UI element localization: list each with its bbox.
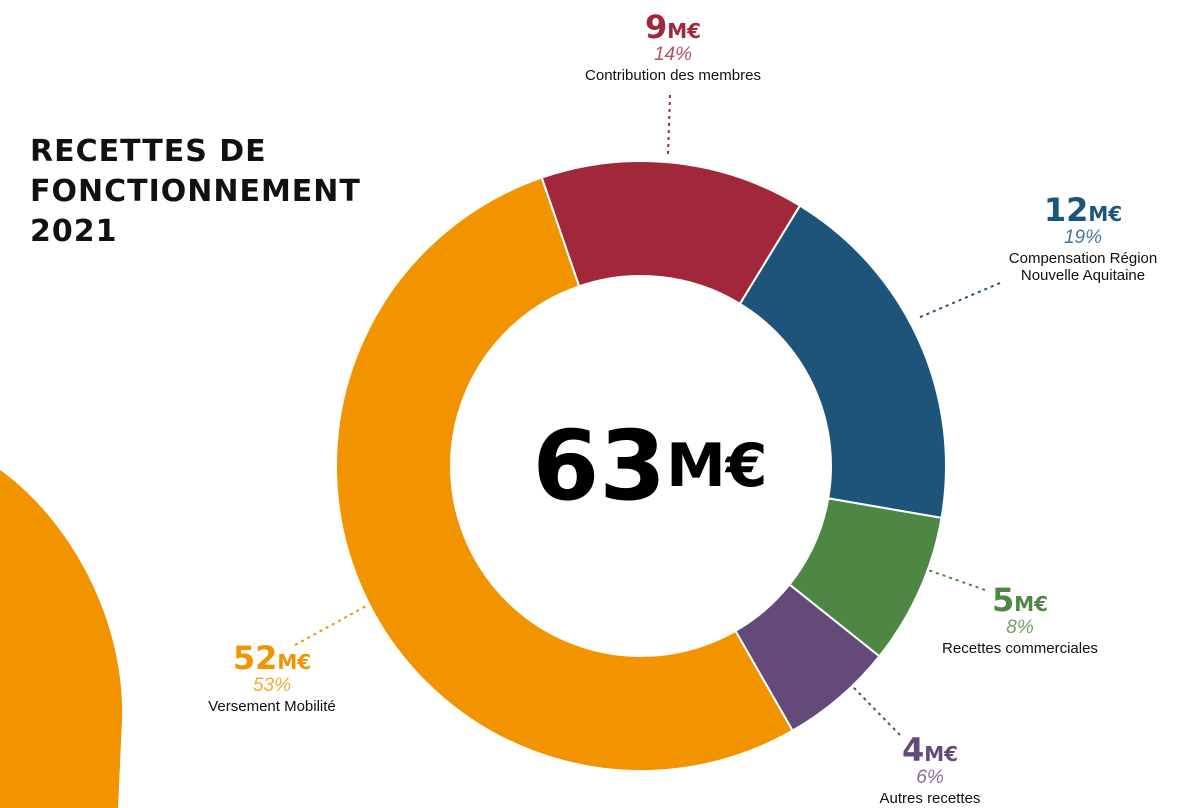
percent-label: 6%: [916, 767, 944, 789]
amount-value: 9: [644, 8, 668, 46]
chart-title: RECETTES DE FONCTIONNEMENT 2021: [30, 132, 361, 252]
amount-value: 5: [991, 581, 1015, 619]
amount-label: 4M€: [830, 731, 1030, 769]
category-label: Autres recettes: [879, 790, 981, 808]
center-total: 63M€: [532, 410, 767, 522]
amount-label: 12M€: [983, 191, 1183, 229]
slice-label: 12M€ 19% Compensation Région Nouvelle Aqui…: [983, 191, 1183, 284]
slice-label: 52M€ 53% Versement Mobilité: [152, 639, 392, 716]
slice-label: 4M€ 6% Autres recettes: [830, 731, 1030, 808]
amount-unit: M€: [1088, 202, 1123, 226]
title-line: FONCTIONNEMENT: [30, 174, 361, 209]
donut-slice: [334, 176, 794, 772]
amount-value: 52: [232, 639, 278, 677]
slice-label: 5M€ 8% Recettes commerciales: [890, 581, 1150, 658]
amount-unit: M€: [277, 650, 312, 674]
percent-label: 14%: [653, 44, 693, 66]
leader-line: [667, 94, 671, 156]
donut-slice: [738, 204, 947, 520]
leader-line: [927, 569, 986, 591]
amount-unit: M€: [1014, 592, 1049, 616]
total-value: 63: [532, 410, 666, 522]
percent-label: 53%: [252, 675, 292, 697]
amount-label: 9M€: [523, 8, 823, 46]
amount-unit: M€: [924, 742, 959, 766]
category-label: Contribution des membres: [585, 67, 761, 85]
amount-value: 4: [901, 731, 925, 769]
category-label: Compensation Région Nouvelle Aquitaine: [1008, 250, 1158, 284]
total-unit: M€: [666, 431, 767, 501]
leader-line: [294, 604, 369, 646]
leader-line: [852, 686, 901, 736]
title-line: RECETTES DE: [30, 134, 267, 169]
title-line: 2021: [30, 214, 118, 249]
decor-shape: [0, 470, 123, 808]
leader-line: [917, 282, 1001, 319]
amount-label: 5M€: [890, 581, 1150, 619]
category-label: Recettes commerciales: [942, 640, 1098, 658]
amount-unit: M€: [667, 19, 702, 43]
category-label: Versement Mobilité: [208, 698, 336, 716]
amount-value: 12: [1043, 191, 1089, 229]
percent-label: 8%: [1006, 617, 1034, 639]
amount-label: 52M€: [152, 639, 392, 677]
slice-label: 9M€ 14% Contribution des membres: [523, 8, 823, 85]
percent-label: 19%: [1063, 227, 1103, 249]
